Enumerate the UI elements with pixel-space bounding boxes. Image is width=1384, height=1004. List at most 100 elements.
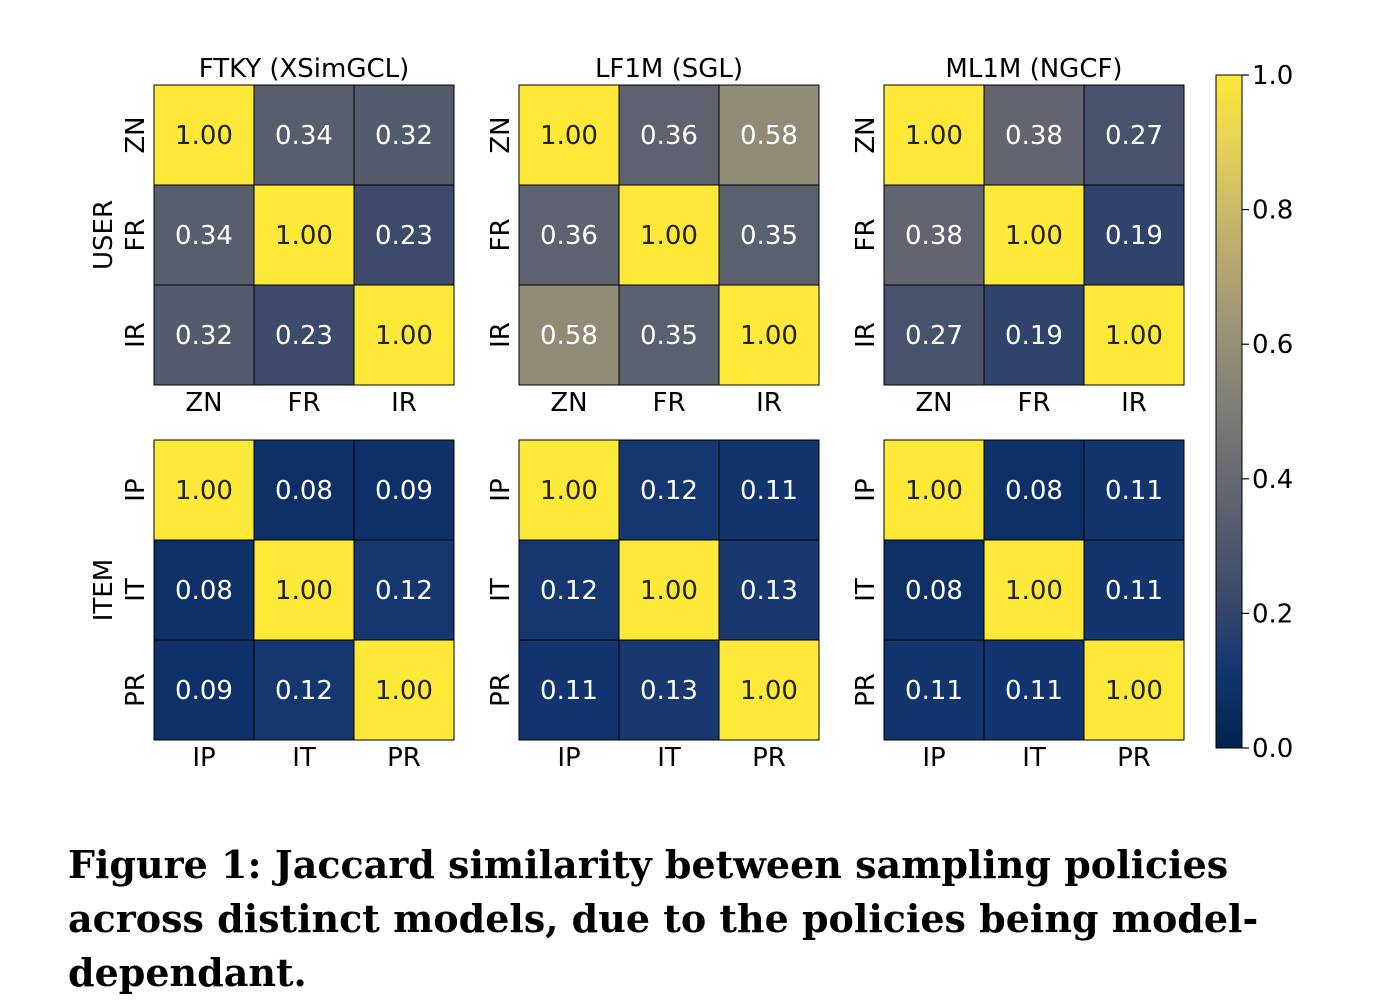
colorbar-tick-label: 1.0 (1252, 61, 1293, 91)
x-tick-label: IP (192, 743, 215, 773)
heatmap-cell (253, 439, 355, 541)
y-tick-label: FR (851, 218, 881, 251)
heatmap-cell (518, 439, 620, 541)
x-tick-label: FR (652, 388, 685, 418)
cell-value-label: 0.38 (905, 221, 963, 251)
cell-value-label: 0.58 (740, 121, 798, 151)
heatmap-panel: 1.00 0.08 0.09 0.08 1.00 0.12 0.09 0.12 1.00 IP IT… (121, 439, 455, 773)
y-tick-label: FR (121, 218, 151, 251)
row-group-label: ITEM (89, 559, 119, 621)
heatmap-panels: FTKY (XSimGCL) 1.00 0.34 0.32 0.34 1.00 0.23 0.… (121, 54, 1185, 773)
heatmap-cell (1083, 284, 1185, 386)
cell-value-label: 0.13 (740, 576, 798, 606)
heatmap-cell (518, 184, 620, 286)
heatmap-cell (1083, 439, 1185, 541)
heatmap-cell (253, 184, 355, 286)
cell-value-label: 0.12 (275, 676, 333, 706)
heatmap-cell (883, 439, 985, 541)
heatmap-cell (1083, 639, 1185, 741)
cell-value-label: 0.11 (740, 476, 798, 506)
cell-value-label: 1.00 (1005, 576, 1063, 606)
cell-value-label: 0.35 (740, 221, 798, 251)
heatmap-cell (883, 539, 985, 641)
heatmap-cell (1083, 84, 1185, 186)
panel-title: LF1M (SGL) (595, 54, 743, 84)
cell-value-label: 0.12 (640, 476, 698, 506)
cell-value-label: 1.00 (1005, 221, 1063, 251)
heatmap-cell (883, 84, 985, 186)
colorbar-tick-label: 0.8 (1252, 196, 1293, 226)
x-tick-label: PR (1117, 743, 1151, 773)
panel-title: ML1M (NGCF) (945, 54, 1122, 84)
y-tick-label: PR (851, 673, 881, 707)
cell-value-label: 0.36 (640, 121, 698, 151)
heatmap-cell (353, 284, 455, 386)
y-tick-label: IT (121, 578, 151, 602)
cell-value-label: 0.34 (275, 121, 333, 151)
x-tick-label: PR (752, 743, 786, 773)
cell-value-label: 1.00 (375, 321, 433, 351)
figure-caption: Figure 1: Jaccard similarity between sam… (68, 842, 1259, 995)
heatmap-cell (253, 284, 355, 386)
y-tick-label: IP (851, 478, 881, 501)
cell-value-label: 1.00 (740, 676, 798, 706)
heatmap-panel: LF1M (SGL) 1.00 0.36 0.58 0.36 1.00 0.35 0.58 0.… (486, 54, 820, 418)
cell-value-label: 0.58 (540, 321, 598, 351)
heatmap-cell (153, 184, 255, 286)
heatmap-panel: 1.00 0.08 0.11 0.08 1.00 0.11 0.11 0.11 1.00 IP IT… (851, 439, 1185, 773)
heatmap-cell (353, 184, 455, 286)
cell-value-label: 0.11 (1005, 676, 1063, 706)
heatmap-cell (983, 539, 1085, 641)
heatmap-panel: FTKY (XSimGCL) 1.00 0.34 0.32 0.34 1.00 0.23 0.… (121, 54, 455, 418)
colorbar-tick-label: 0.0 (1252, 734, 1293, 764)
y-tick-label: PR (121, 673, 151, 707)
cell-value-label: 0.08 (905, 576, 963, 606)
colorbar-tick-label: 0.4 (1252, 465, 1293, 495)
cell-value-label: 0.23 (275, 321, 333, 351)
x-tick-label: PR (387, 743, 421, 773)
x-tick-label: IP (557, 743, 580, 773)
cell-value-label: 0.27 (1105, 121, 1163, 151)
cell-value-label: 1.00 (175, 476, 233, 506)
heatmap-cell (718, 284, 820, 386)
heatmap-cell (618, 439, 720, 541)
x-tick-label: IT (292, 743, 316, 773)
heatmap-cell (1083, 184, 1185, 286)
x-tick-label: IR (391, 388, 417, 418)
cell-value-label: 1.00 (275, 576, 333, 606)
cell-value-label: 0.11 (1105, 476, 1163, 506)
heatmap-cell (518, 84, 620, 186)
heatmap-cell (353, 84, 455, 186)
heatmap-panel: ML1M (NGCF) 1.00 0.38 0.27 0.38 1.00 0.19 0.27 0… (851, 54, 1185, 418)
cell-value-label: 0.11 (1105, 576, 1163, 606)
cell-value-label: 0.12 (375, 576, 433, 606)
colorbar-tick-label: 0.6 (1252, 330, 1293, 360)
x-tick-label: IT (657, 743, 681, 773)
x-tick-label: FR (1017, 388, 1050, 418)
cell-value-label: 1.00 (275, 221, 333, 251)
x-tick-label: IP (922, 743, 945, 773)
cell-value-label: 0.11 (540, 676, 598, 706)
x-tick-label: ZN (550, 388, 587, 418)
panel-title: FTKY (XSimGCL) (199, 54, 410, 84)
x-tick-label: FR (287, 388, 320, 418)
cell-value-label: 1.00 (640, 576, 698, 606)
cell-value-label: 1.00 (1105, 676, 1163, 706)
heatmap-cell (253, 639, 355, 741)
heatmap-cell (353, 639, 455, 741)
cell-value-label: 1.00 (175, 121, 233, 151)
cell-value-label: 1.00 (540, 121, 598, 151)
colorbar-gradient (1215, 74, 1243, 749)
y-tick-label: IP (121, 478, 151, 501)
x-tick-label: IR (1121, 388, 1147, 418)
cell-value-label: 0.11 (905, 676, 963, 706)
y-tick-label: IR (121, 322, 151, 348)
cell-value-label: 0.32 (175, 321, 233, 351)
heatmap-cell (153, 639, 255, 741)
y-tick-label: ZN (121, 116, 151, 153)
heatmap-cell (718, 539, 820, 641)
heatmap-cell (153, 539, 255, 641)
heatmap-cell (153, 439, 255, 541)
cell-value-label: 1.00 (640, 221, 698, 251)
cell-value-label: 0.13 (640, 676, 698, 706)
